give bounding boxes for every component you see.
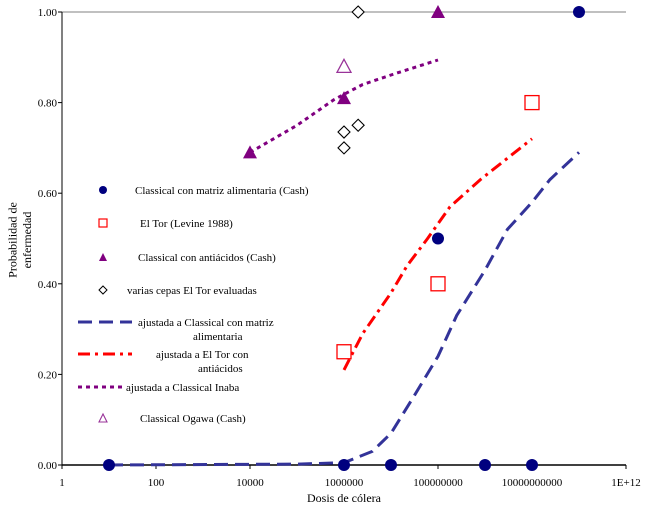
legend-label: varias cepas El Tor evaluadas [127,285,257,297]
legend-marker [98,218,108,228]
y-tick-label: 1.00 [38,7,58,19]
data-point [479,459,491,471]
legend-label: El Tor (Levine 1988) [140,218,233,230]
y-axis-label-line: enfermedad [20,212,34,269]
legend-item: varias cepas El Tor evaluadas [98,285,257,297]
data-point [337,91,351,105]
legend-label: Classical con antiácidos (Cash) [138,252,276,264]
legend-item: ajustada a El Tor con antiácidos [78,349,249,375]
legend-item: Classical Ogawa (Cash) [98,412,246,425]
data-point [524,94,540,111]
y-tick-label: 0.60 [38,188,58,200]
x-tick-label: 10000000000 [502,477,563,489]
legend-marker [98,412,108,423]
x-tick-label: 1000000 [325,477,364,489]
legend-item: ajustada a Classical con matriz alimentar… [78,317,274,343]
fit-line [249,58,439,154]
data-point [243,145,257,159]
data-point [351,118,365,133]
legend-label-line: antiácidos [198,363,243,375]
data-point [338,459,350,471]
legend-item: Classical con matriz alimentaria (Cash) [99,185,309,197]
legend-label: ajustada a El Tor con antiácidos [156,349,249,375]
legend-label-line: alimentaria [193,331,243,343]
data-point [335,57,353,74]
legend-marker [99,253,107,261]
legend-label: Classical Ogawa (Cash) [140,413,246,425]
x-tick-label: 1E+12 [611,477,640,489]
fit-line [342,137,533,371]
legend: Classical con matriz alimentaria (Cash) E… [78,185,309,425]
data-point [431,5,445,18]
x-tick-label: 100 [148,477,165,489]
data-point [336,344,352,360]
y-tick-label: 0.40 [38,279,58,291]
legend-marker [99,186,107,194]
data-point [430,276,446,292]
legend-label: ajustada a Classical Inaba [126,382,239,394]
data-point [351,5,365,19]
data-point [103,459,115,471]
y-axis-label-line: Probabilidad de [5,202,19,278]
x-tick-label: 1 [59,477,65,489]
y-axis-label: Probabilidad deenfermedad [5,202,33,278]
y-tick-label: 0.80 [38,98,58,110]
legend-label-line: ajustada a Classical con matriz [138,317,274,329]
data-point [337,141,351,155]
data-point [573,6,585,18]
legend-label-line: ajustada a El Tor con [156,349,249,361]
data-point [432,232,444,245]
x-axis-label: Dosis de cólera [307,491,382,505]
x-tick-label: 10000 [236,477,264,489]
x-tick-label: 100000000 [413,477,463,489]
legend-item: El Tor (Levine 1988) [98,218,233,230]
data-point [526,459,538,471]
data-point [337,125,351,139]
data-point [385,459,397,471]
legend-label: Classical con matriz alimentaria (Cash) [135,185,309,197]
y-tick-label: 0.20 [38,369,58,381]
legend-item: Classical con antiácidos (Cash) [99,252,276,264]
legend-label: ajustada a Classical con matriz alimentar… [138,317,274,343]
y-tick-label: 0.00 [38,460,58,472]
legend-item: ajustada a Classical Inaba [78,382,239,394]
legend-marker [98,285,108,295]
